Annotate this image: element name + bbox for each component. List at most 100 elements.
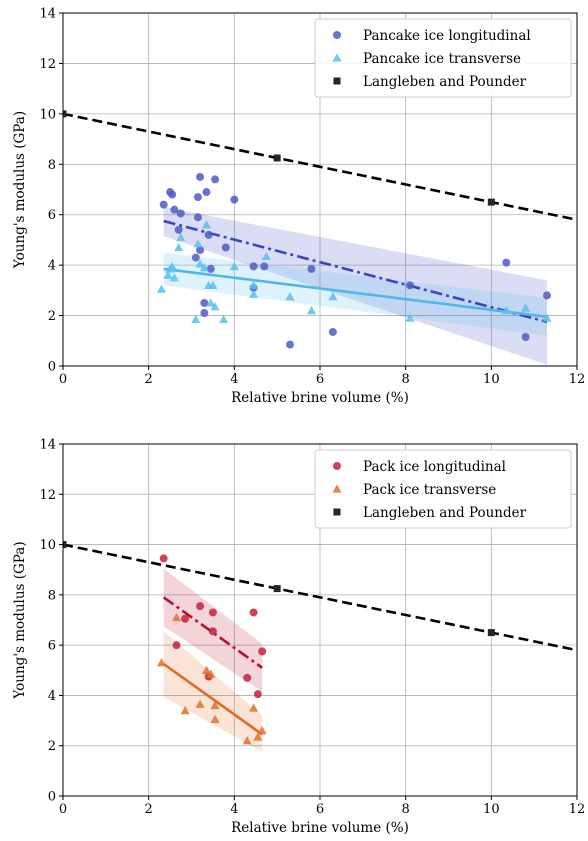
data-point-series-2 xyxy=(257,726,267,735)
data-point-series-2 xyxy=(193,239,203,248)
data-point-series-1 xyxy=(191,253,200,262)
data-point-series-2 xyxy=(285,292,295,301)
data-point-series-3 xyxy=(273,585,281,593)
data-point-series-2 xyxy=(195,259,205,268)
y-tick-label: 12 xyxy=(39,488,56,503)
y-tick-label: 0 xyxy=(48,790,56,805)
data-point-series-1 xyxy=(502,258,511,267)
data-point-series-3 xyxy=(63,110,67,118)
data-point-series-1 xyxy=(172,641,181,650)
legend-marker-series-1 xyxy=(333,462,341,470)
data-point-series-1 xyxy=(253,690,262,699)
x-tick-label: 0 xyxy=(59,372,67,387)
data-point-series-1 xyxy=(200,309,209,318)
data-point-series-1 xyxy=(206,264,215,273)
data-point-series-1 xyxy=(159,200,168,209)
data-point-series-1 xyxy=(249,608,258,617)
data-point-series-2 xyxy=(206,669,216,678)
data-point-series-2 xyxy=(180,705,190,715)
y-tick-label: 4 xyxy=(48,689,56,704)
y-tick-label: 6 xyxy=(48,639,56,654)
data-point-series-1 xyxy=(307,264,316,273)
x-tick-label: 8 xyxy=(402,372,410,387)
data-point-series-1 xyxy=(521,333,530,342)
y-tick-label: 6 xyxy=(48,208,56,223)
legend-marker-series-3 xyxy=(333,77,341,85)
chart-panel-1: 0 2 4 6 8 10 12 0 2 4 6 8 10 12 14 Relative brine volum… xyxy=(12,7,585,407)
y-tick-label: 12 xyxy=(39,57,56,72)
data-point-series-1 xyxy=(204,230,213,239)
y-axis-label: Young's modulus (GPa) xyxy=(12,541,28,699)
data-point-series-2 xyxy=(405,313,415,322)
data-point-series-2 xyxy=(306,305,317,315)
y-tick-label: 8 xyxy=(48,158,56,173)
data-point-series-2 xyxy=(249,280,259,289)
plot-area xyxy=(63,110,577,365)
chart-panel-2: 0 2 4 6 8 10 12 0 2 4 6 8 10 12 14 Relative brine volum… xyxy=(12,438,585,837)
data-point-series-1 xyxy=(168,190,177,199)
x-tick-label: 10 xyxy=(483,372,500,387)
legend-label-series-2: Pack ice transverse xyxy=(363,482,496,498)
data-point-series-2 xyxy=(210,714,220,723)
data-point-series-2 xyxy=(249,703,259,712)
legend-box xyxy=(314,449,572,529)
data-point-series-2 xyxy=(169,273,179,282)
legend-label-series-1: Pancake ice longitudinal xyxy=(363,28,531,44)
data-point-series-1 xyxy=(181,614,190,623)
fit-line-series-2 xyxy=(162,662,263,736)
legend-label-series-2: Pancake ice transverse xyxy=(363,51,521,67)
x-axis-label: Relative brine volume (%) xyxy=(231,820,409,836)
fit-line-series-1 xyxy=(163,219,548,324)
data-point-series-2 xyxy=(171,612,182,622)
x-axis-label: Relative brine volume (%) xyxy=(231,390,409,406)
data-point-series-1 xyxy=(174,225,183,234)
data-point-series-3 xyxy=(487,198,495,206)
y-tick-label: 8 xyxy=(48,588,56,603)
legend-marker-series-2 xyxy=(332,53,342,62)
legend-marker-series-3 xyxy=(333,508,341,516)
x-tick-label: 2 xyxy=(145,372,153,387)
data-point-series-2 xyxy=(210,700,220,710)
data-point-series-2 xyxy=(167,261,177,271)
legend-label-series-3: Langleben and Pounder xyxy=(363,74,527,90)
data-point-series-1 xyxy=(170,205,179,214)
legend-marker-series-2 xyxy=(332,484,342,493)
y-tick-label: 14 xyxy=(39,438,56,453)
data-point-series-1 xyxy=(196,602,205,611)
data-point-series-2 xyxy=(156,284,167,293)
x-tick-label: 4 xyxy=(230,802,238,817)
data-point-series-2 xyxy=(328,292,338,301)
data-point-series-2 xyxy=(156,658,167,667)
data-point-series-1 xyxy=(193,193,202,202)
data-point-series-2 xyxy=(253,732,263,741)
data-point-series-2 xyxy=(201,665,212,674)
data-point-series-2 xyxy=(242,736,252,745)
data-point-series-2 xyxy=(201,220,212,229)
x-tick-label: 12 xyxy=(569,802,586,817)
y-tick-label: 4 xyxy=(48,259,56,274)
plot-area xyxy=(63,541,577,752)
data-point-series-2 xyxy=(191,314,201,324)
data-point-series-1 xyxy=(230,195,239,204)
x-tick-label: 12 xyxy=(569,372,586,387)
data-point-series-2 xyxy=(261,251,272,260)
legend: Pack ice longitudinal Pack ice transverse… xyxy=(314,449,572,529)
x-tick-label: 8 xyxy=(402,802,410,817)
data-point-series-1 xyxy=(196,172,205,181)
data-point-series-2 xyxy=(199,263,209,272)
x-tick-label: 2 xyxy=(145,802,153,817)
data-point-series-2 xyxy=(195,699,205,708)
data-point-series-2 xyxy=(208,280,218,289)
data-point-series-3 xyxy=(487,629,495,637)
y-tick-label: 10 xyxy=(39,107,56,122)
fit-line-series-1 xyxy=(162,596,263,669)
x-tick-label: 4 xyxy=(230,372,238,387)
data-point-series-1 xyxy=(208,627,217,636)
x-tick-label: 10 xyxy=(483,802,500,817)
y-tick-label: 0 xyxy=(48,360,56,375)
data-point-series-1 xyxy=(211,175,220,184)
data-point-series-2 xyxy=(501,305,511,315)
data-point-series-1 xyxy=(249,262,258,271)
data-point-series-2 xyxy=(176,232,186,242)
y-axis-label: Young's modulus (GPa) xyxy=(12,111,28,269)
